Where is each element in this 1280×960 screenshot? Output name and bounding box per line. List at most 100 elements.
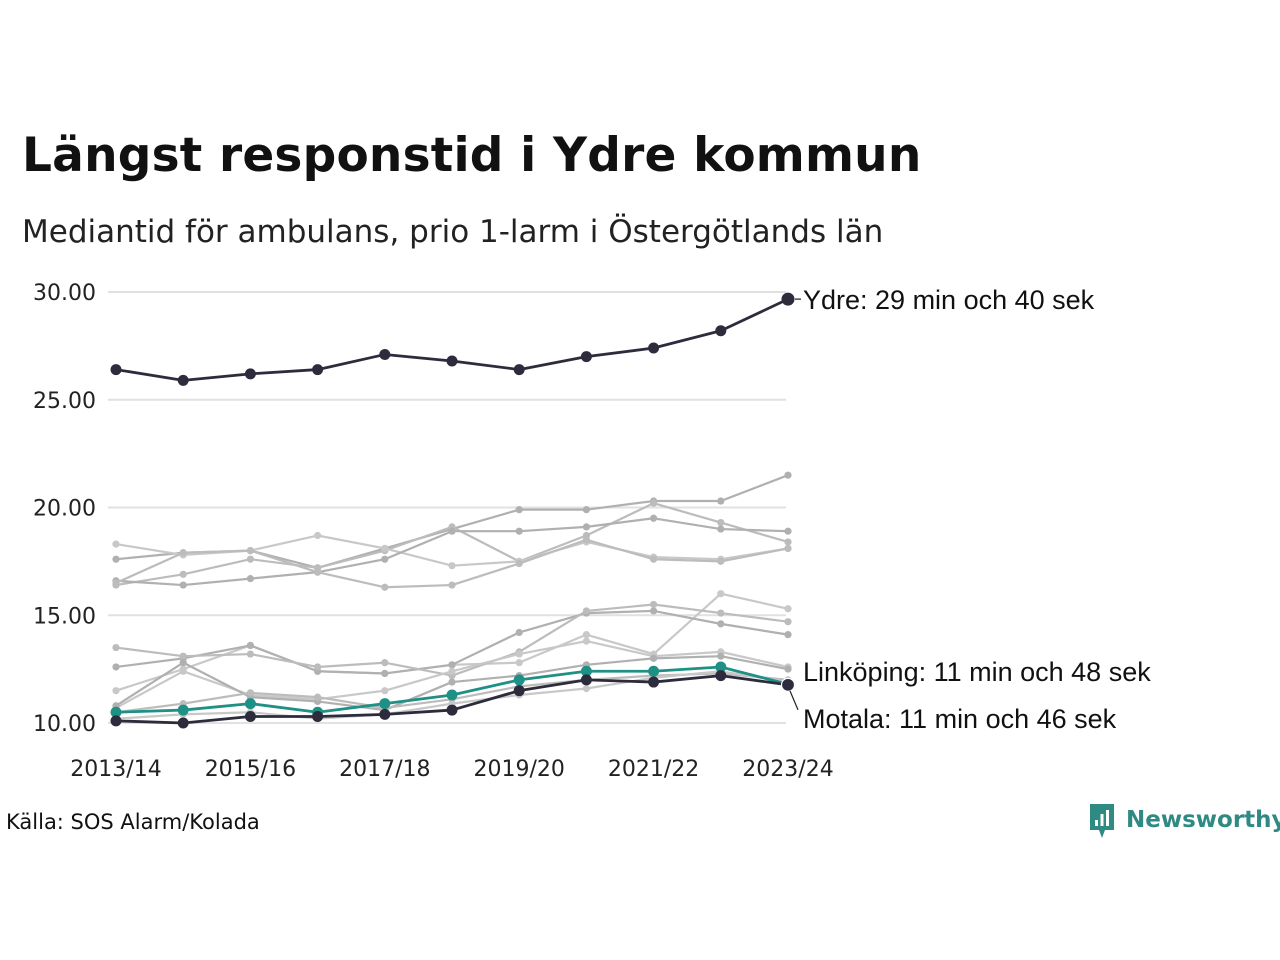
series-motala-point	[379, 708, 391, 720]
x-tick-label: 2015/16	[205, 757, 296, 782]
background-series-5-point	[582, 536, 591, 544]
background-series-8-point	[112, 643, 120, 652]
y-tick-label: 25.00	[33, 389, 96, 414]
background-series-8-point	[179, 652, 187, 660]
background-series-8-point	[582, 607, 591, 615]
background-series-8-point	[246, 650, 254, 658]
background-series-10-point	[717, 652, 725, 660]
linkoping-end-label: Linköping: 11 min och 48 sek	[803, 657, 1151, 687]
background-series-9-point	[582, 637, 591, 645]
series-ydre-point	[446, 355, 458, 367]
newsworthy-logo[interactable]: Newsworthy	[1088, 800, 1280, 840]
y-tick-label: 30.00	[33, 281, 96, 306]
series-ydre-point	[379, 348, 391, 360]
background-series-7-point	[381, 669, 389, 678]
background-series-2	[112, 499, 792, 589]
series-ydre-point	[312, 364, 324, 376]
series-linkping-point	[513, 674, 525, 686]
background-series-5-point	[179, 549, 187, 557]
background-series-3-point	[314, 531, 322, 540]
series-ydre-point	[580, 351, 592, 363]
series-motala-point	[580, 674, 592, 686]
x-tick-label: 2019/20	[473, 757, 564, 782]
background-series-6-point	[717, 590, 725, 598]
chart-subtitle: Mediantid för ambulans, prio 1-larm i Ös…	[22, 214, 884, 250]
background-series-12-point	[582, 684, 591, 693]
background-series-6-point	[515, 659, 523, 667]
background-series-7-point	[717, 620, 725, 628]
background-series-4-point	[179, 581, 187, 589]
background-series	[112, 471, 792, 723]
background-series-4-point	[448, 527, 456, 535]
background-series-7-point	[112, 663, 120, 671]
background-series-1	[112, 471, 792, 572]
background-series-4-point	[381, 555, 389, 563]
background-series-5-point	[784, 544, 792, 553]
background-series-3-point	[448, 562, 456, 570]
background-series-4-point	[784, 527, 792, 535]
background-series-1-point	[784, 471, 792, 479]
series-motala-point	[446, 704, 458, 716]
background-series-7	[112, 607, 792, 678]
background-series-4-point	[515, 527, 523, 535]
x-tick-label: 2023/24	[742, 757, 833, 782]
background-series-11-point	[314, 693, 322, 701]
chart-title: Längst responstid i Ydre kommun	[22, 128, 922, 183]
series-ydre	[110, 293, 794, 386]
motala-label-connector	[789, 690, 799, 711]
background-series-6-point	[112, 687, 120, 695]
background-series-7-point	[448, 661, 456, 669]
background-series-5	[112, 536, 792, 591]
background-series-8-point	[717, 609, 725, 617]
series-linkping-point	[648, 665, 660, 677]
background-series-3-point	[381, 544, 389, 553]
end-labels: Ydre: 29 min och 40 sek Linköping: 11 min…	[789, 285, 1151, 734]
series-ydre-point	[244, 368, 256, 380]
background-series-2-point	[717, 518, 725, 527]
series-ydre-point	[177, 374, 189, 386]
background-series-5-point	[246, 547, 254, 555]
background-series-2-point	[179, 570, 187, 578]
background-series-8-point	[381, 659, 389, 667]
series-motala-point	[244, 711, 256, 723]
series-linkping-point	[580, 665, 592, 677]
background-series-10-point	[448, 678, 456, 686]
background-series-11-point	[246, 689, 254, 697]
background-series-4-point	[650, 514, 658, 522]
background-series-1-point	[112, 555, 120, 563]
series-ydre-point	[715, 325, 727, 337]
background-series-1-point	[515, 506, 523, 514]
background-series-5-point	[717, 557, 725, 565]
background-series-10-point	[650, 654, 658, 662]
background-series-4-point	[582, 523, 591, 531]
background-series-5-point	[515, 559, 523, 568]
background-series-1-point	[717, 497, 725, 505]
background-series-8-point	[784, 618, 792, 626]
background-series-9-point	[179, 667, 187, 675]
series-linkping-point	[244, 698, 256, 710]
background-series-5-point	[314, 568, 322, 576]
background-series-3	[112, 531, 792, 570]
y-tick-label: 20.00	[33, 497, 96, 522]
background-series-7-point	[515, 628, 523, 637]
ydre-end-label: Ydre: 29 min och 40 sek	[803, 285, 1095, 315]
motala-end-label: Motala: 11 min och 46 sek	[803, 704, 1117, 734]
background-series-5-point	[650, 555, 658, 563]
newsworthy-logo-icon	[1090, 804, 1114, 838]
source-note: Källa: SOS Alarm/Kolada	[6, 810, 260, 834]
x-tick-label: 2013/14	[70, 757, 161, 782]
background-series-3-point	[112, 540, 120, 548]
series-ydre-line	[115, 297, 789, 382]
background-series-10-point	[179, 659, 187, 667]
background-series-8-point	[650, 600, 658, 609]
series-ydre-point	[648, 342, 660, 354]
background-series-9-point	[515, 650, 523, 658]
background-series-2-line	[115, 502, 789, 587]
series-motala-end-point	[780, 677, 796, 692]
series-motala-point	[513, 685, 525, 697]
y-tick-label: 10.00	[33, 712, 96, 737]
series-linkping-point	[446, 689, 458, 701]
background-series-10-point	[784, 665, 792, 673]
series-linkping-point	[110, 706, 122, 718]
background-series-5-point	[112, 579, 120, 587]
